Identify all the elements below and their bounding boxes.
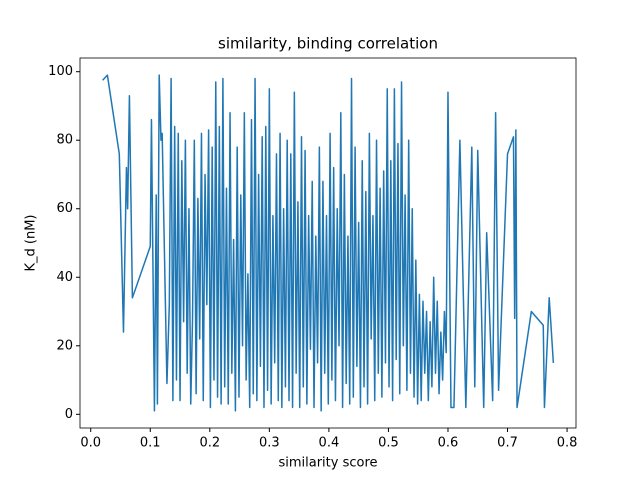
data-line — [102, 74, 555, 412]
x-tick-label: 0.3 — [259, 436, 280, 451]
chart-title: similarity, binding correlation — [218, 35, 438, 53]
x-tick-label: 0.1 — [140, 436, 161, 451]
x-tick-label: 0.2 — [199, 436, 220, 451]
x-tick-label: 0.5 — [378, 436, 399, 451]
y-axis-label: K_d (nM) — [24, 214, 39, 271]
x-tick-label: 0.4 — [319, 436, 340, 451]
y-tick-label: 100 — [48, 64, 73, 79]
x-tick-label: 0.6 — [438, 436, 459, 451]
x-axis-label: similarity score — [278, 456, 377, 471]
x-tick-label: 0.0 — [80, 436, 101, 451]
y-tick-label: 20 — [56, 338, 73, 353]
x-tick-label: 0.7 — [497, 436, 518, 451]
x-tick-label: 0.8 — [557, 436, 578, 451]
y-tick-label: 60 — [56, 201, 73, 216]
y-tick-label: 80 — [56, 133, 73, 148]
plot-frame — [79, 57, 577, 429]
y-tick-label: 40 — [56, 270, 73, 285]
y-tick-label: 0 — [65, 407, 73, 422]
